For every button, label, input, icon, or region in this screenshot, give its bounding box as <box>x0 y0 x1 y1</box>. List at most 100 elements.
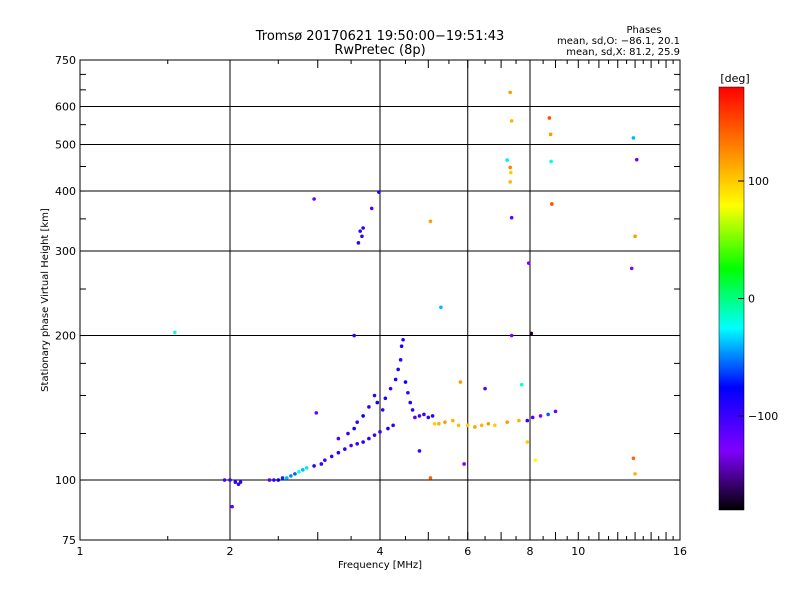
y-tick-label: 400 <box>55 185 76 198</box>
data-point <box>383 396 388 401</box>
data-point <box>408 400 413 405</box>
grid-lines <box>80 60 680 540</box>
data-point <box>228 478 232 482</box>
data-point <box>398 358 403 362</box>
data-point <box>358 229 362 233</box>
y-tick-label: 300 <box>55 245 76 258</box>
chart-title: Tromsø 20170621 19:50:00−19:51:43 <box>255 29 505 44</box>
data-point <box>272 478 276 482</box>
data-point <box>352 333 356 338</box>
data-point <box>417 449 422 453</box>
data-point <box>430 414 435 418</box>
y-tick-label: 75 <box>62 534 76 547</box>
x-tick-label: 2 <box>227 545 234 558</box>
data-point <box>361 414 365 418</box>
y-tick-label: 750 <box>55 54 76 67</box>
data-point <box>289 474 293 478</box>
data-point <box>378 430 382 434</box>
data-point <box>473 425 477 429</box>
data-point <box>633 472 637 476</box>
data-point <box>297 470 301 474</box>
data-point <box>375 400 380 405</box>
data-point <box>634 157 639 162</box>
data-point <box>352 426 356 431</box>
y-tick-label: 200 <box>55 330 76 343</box>
data-point <box>173 330 177 335</box>
data-point <box>343 447 347 451</box>
x-tick-label: 4 <box>377 545 384 558</box>
phases-heading: Phases <box>626 25 661 36</box>
data-point <box>443 420 447 424</box>
data-point <box>304 466 309 470</box>
data-point <box>361 226 365 230</box>
data-point <box>329 454 334 459</box>
data-point <box>508 165 512 170</box>
phases-line-o: mean, sd,O: −86.1, 20.1 <box>557 36 680 47</box>
data-point <box>428 219 433 224</box>
data-point <box>486 421 491 426</box>
x-tick-label: 16 <box>673 545 687 558</box>
data-point <box>426 415 431 420</box>
y-tick-label: 600 <box>55 101 76 114</box>
data-point <box>312 464 316 468</box>
data-point <box>509 119 514 123</box>
data-point <box>550 202 554 206</box>
data-point <box>548 132 553 137</box>
data-point <box>355 420 359 424</box>
data-point <box>432 421 437 426</box>
data-point <box>367 436 371 441</box>
data-point <box>336 450 341 455</box>
x-axis-ticks: 1 2 4 6 8 10 16 <box>77 60 687 558</box>
data-point <box>356 241 361 245</box>
data-point <box>519 382 524 387</box>
x-axis-label: Frequency [MHz] <box>338 560 422 571</box>
data-point <box>388 386 393 391</box>
data-point <box>417 414 422 418</box>
data-point <box>403 380 408 384</box>
data-point <box>386 426 390 431</box>
data-point <box>631 136 636 140</box>
data-point <box>439 305 443 310</box>
data-point <box>629 266 634 271</box>
data-point <box>360 234 364 239</box>
y-axis-ticks: 75 100 200 300 400 500 600 750 <box>55 54 680 547</box>
data-point <box>547 116 552 120</box>
data-point <box>406 390 410 395</box>
data-point <box>422 412 426 417</box>
data-point <box>529 331 534 336</box>
y-tick-label: 500 <box>55 139 76 152</box>
data-point <box>280 476 285 480</box>
data-point <box>367 405 371 409</box>
data-point <box>633 234 637 239</box>
data-point <box>276 478 281 482</box>
y-axis-label: Stationary phase Virtual Height [km] <box>40 208 51 392</box>
data-point <box>323 458 327 462</box>
data-point <box>355 441 359 446</box>
data-point <box>393 377 398 382</box>
data-point <box>399 344 404 349</box>
data-point <box>509 333 514 338</box>
x-tick-label: 8 <box>527 545 534 558</box>
x-tick-label: 1 <box>77 545 84 558</box>
data-point <box>546 412 550 417</box>
data-point <box>230 504 234 509</box>
data-point <box>526 261 531 265</box>
data-point <box>222 478 227 482</box>
colorbar-tick-label: −100 <box>748 410 778 423</box>
data-point <box>372 393 377 398</box>
data-point <box>267 478 272 482</box>
data-point <box>525 418 530 423</box>
data-point <box>456 423 461 428</box>
data-point <box>525 440 530 444</box>
data-point <box>413 415 417 420</box>
x-tick-label: 6 <box>464 545 471 558</box>
colorbar-ticks: 100 0 −100 <box>738 175 778 423</box>
data-point <box>505 158 509 162</box>
data-point <box>319 462 324 466</box>
colorbar-label: [deg] <box>720 72 749 85</box>
data-point <box>233 480 238 484</box>
data-point <box>533 458 538 462</box>
data-point <box>553 409 558 414</box>
data-point <box>336 436 341 441</box>
